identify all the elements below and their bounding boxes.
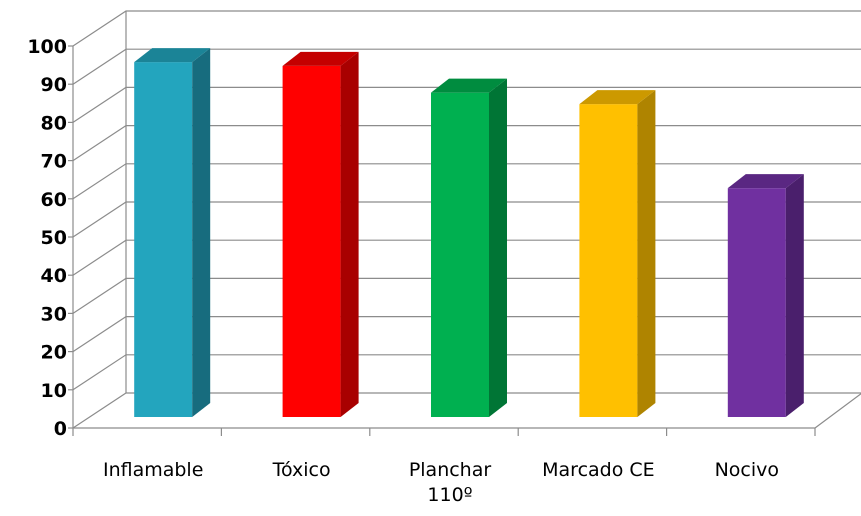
bar-side-4: [785, 174, 804, 417]
y-tick-label-30: 30: [41, 303, 67, 325]
x-category-label-2-line1: 110º: [427, 484, 472, 506]
bar-side-2: [489, 78, 507, 417]
bar-3: [579, 90, 656, 418]
y-tick-label-80: 80: [41, 112, 67, 134]
bar-side-3: [637, 90, 656, 418]
x-category-label-1: Tóxico: [272, 459, 331, 481]
x-category-label-4: Nocivo: [715, 459, 779, 481]
x-category-label-3: Marcado CE: [542, 459, 655, 481]
bar-side-0: [192, 48, 211, 417]
bar-front-4: [727, 188, 786, 417]
labels-layer: 0 10 20 30 40 50 60 70 80 90 100 Inflamable Tóxico Pl…: [27, 36, 779, 506]
bar-top-3: [579, 90, 656, 105]
x-category-label-0: Inflamable: [103, 459, 203, 481]
bar-front-3: [579, 104, 638, 418]
bar-top-0: [134, 48, 211, 63]
bar-top-2: [431, 78, 507, 93]
bar-2: [431, 78, 507, 417]
bar-front-1: [282, 65, 341, 418]
y-tick-label-50: 50: [41, 227, 67, 249]
bar-4: [727, 174, 804, 417]
y-tick-label-70: 70: [41, 151, 67, 173]
bar-top-1: [282, 51, 359, 66]
axis-layer: [68, 45, 861, 436]
y-tick-label-100: 100: [27, 36, 67, 58]
bar-0: [134, 48, 211, 417]
y-tick-label-0: 0: [54, 418, 67, 440]
grid-layer: [72, 10, 861, 429]
bar-side-1: [340, 51, 359, 418]
bars-layer: [134, 48, 804, 418]
y-tick-label-40: 40: [41, 265, 67, 287]
y-tick-label-10: 10: [41, 380, 67, 402]
bar-front-0: [134, 62, 193, 417]
y-tick-label-90: 90: [41, 74, 67, 96]
bar-top-4: [727, 174, 804, 189]
bar-1: [282, 51, 359, 418]
bar-front-2: [431, 92, 489, 417]
y-tick-label-20: 20: [41, 342, 67, 364]
gridline-100: [72, 10, 861, 47]
y-tick-label-60: 60: [41, 189, 67, 211]
x-category-label-2: Planchar: [409, 459, 492, 481]
